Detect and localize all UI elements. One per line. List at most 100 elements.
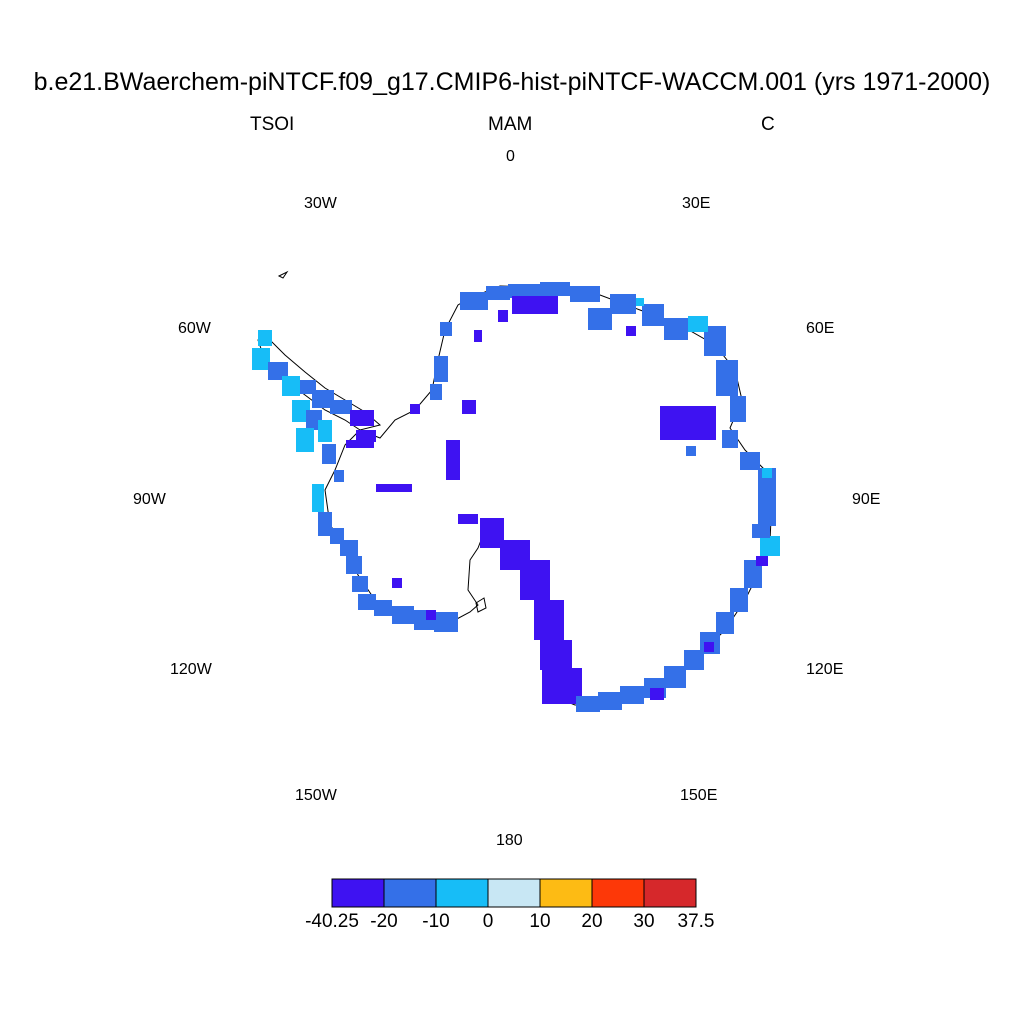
field-cell bbox=[576, 696, 600, 712]
colorbar-tick-label: 20 bbox=[581, 911, 603, 932]
colorbar-swatch bbox=[487, 878, 541, 908]
season-label: MAM bbox=[488, 114, 533, 135]
field-cell bbox=[704, 642, 714, 652]
field-cell bbox=[760, 536, 780, 556]
lon-label-180: 180 bbox=[496, 832, 523, 849]
field-cell bbox=[620, 686, 644, 704]
lon-label-60e: 60E bbox=[806, 320, 835, 337]
lon-label-150w: 150W bbox=[295, 787, 337, 804]
field-cell bbox=[534, 600, 564, 640]
field-cell bbox=[762, 468, 772, 478]
colorbar-tick-label: -40.25 bbox=[305, 911, 359, 932]
field-cell bbox=[730, 588, 748, 612]
field-cell bbox=[626, 326, 636, 336]
field-cell bbox=[356, 430, 376, 442]
field-cell bbox=[664, 666, 686, 688]
lon-label-0: 0 bbox=[506, 148, 515, 165]
colorbar-swatch bbox=[539, 878, 593, 908]
field-cell bbox=[598, 692, 622, 710]
field-cell bbox=[642, 304, 664, 326]
south-orkney-island bbox=[277, 270, 289, 279]
field-cell bbox=[252, 348, 270, 370]
field-cell bbox=[474, 330, 482, 342]
field-cell bbox=[340, 540, 358, 556]
field-cell bbox=[318, 512, 332, 536]
colorbar-tick-label: 0 bbox=[482, 911, 494, 932]
field-cell bbox=[312, 484, 324, 512]
map-title: b.e21.BWaerchem-piNTCF.f09_g17.CMIP6-his… bbox=[33, 68, 991, 96]
lon-label-120w: 120W bbox=[170, 661, 212, 678]
field-cell bbox=[322, 444, 336, 464]
field-cell bbox=[440, 322, 452, 336]
colorbar-swatch bbox=[591, 878, 645, 908]
field-cell bbox=[318, 420, 332, 442]
colorbar-tick-label: 10 bbox=[529, 911, 551, 932]
colorbar-swatch bbox=[435, 878, 489, 908]
field-cell bbox=[374, 600, 392, 616]
field-cell bbox=[684, 650, 704, 670]
colorbar-tick-label: 30 bbox=[633, 911, 655, 932]
colorbar-swatch bbox=[383, 878, 437, 908]
units-label: C bbox=[761, 114, 775, 135]
field-cell bbox=[358, 594, 376, 610]
lon-label-90w: 90W bbox=[133, 491, 166, 508]
field-cell bbox=[392, 606, 414, 624]
field-cell bbox=[542, 668, 582, 704]
field-cell bbox=[540, 282, 570, 296]
colorbar-tick-label: -20 bbox=[370, 911, 398, 932]
field-cell bbox=[686, 446, 696, 456]
field-cell bbox=[410, 404, 420, 414]
field-cell bbox=[434, 612, 458, 632]
field-cell bbox=[350, 410, 374, 426]
field-cell bbox=[352, 576, 368, 592]
field-cell bbox=[664, 318, 688, 340]
field-cell bbox=[660, 406, 716, 440]
field-cell bbox=[268, 362, 288, 380]
field-cell bbox=[744, 560, 762, 588]
field-cell bbox=[446, 440, 460, 480]
field-cell bbox=[740, 452, 760, 470]
field-cell bbox=[650, 688, 664, 700]
field-cell bbox=[570, 286, 600, 302]
variable-label: TSOI bbox=[250, 114, 295, 135]
field-cell bbox=[508, 284, 540, 298]
field-cell bbox=[296, 428, 314, 452]
field-cell bbox=[392, 578, 402, 588]
field-cell bbox=[716, 360, 738, 396]
field-cell bbox=[752, 524, 770, 538]
lon-label-120e: 120E bbox=[806, 661, 844, 678]
field-cell bbox=[426, 610, 436, 620]
field-cell bbox=[610, 294, 636, 314]
lon-label-90e: 90E bbox=[852, 491, 881, 508]
ross-island-coast bbox=[475, 597, 487, 613]
field-cell bbox=[756, 556, 768, 566]
field-cell bbox=[498, 310, 508, 322]
field-cell bbox=[458, 514, 478, 524]
field-cell bbox=[730, 396, 746, 422]
field-cell bbox=[540, 640, 572, 670]
field-cell bbox=[292, 400, 310, 422]
field-cell bbox=[376, 484, 412, 492]
field-cell bbox=[462, 400, 476, 414]
colorbar-swatch bbox=[331, 878, 385, 908]
field-cell bbox=[312, 390, 334, 408]
field-cell bbox=[334, 470, 344, 482]
field-cell bbox=[716, 612, 734, 634]
field-cell bbox=[722, 430, 738, 448]
field-cell bbox=[512, 296, 558, 314]
lon-label-30w: 30W bbox=[304, 195, 337, 212]
field-cell bbox=[704, 326, 726, 356]
field-cell bbox=[758, 468, 776, 526]
colorbar bbox=[331, 878, 697, 908]
colorbar-tick-label: -10 bbox=[422, 911, 450, 932]
lon-label-60w: 60W bbox=[178, 320, 211, 337]
field-cell bbox=[688, 316, 708, 332]
field-cell bbox=[282, 376, 300, 396]
lon-label-30e: 30E bbox=[682, 195, 711, 212]
field-cell bbox=[330, 400, 352, 414]
field-cell bbox=[346, 440, 374, 448]
field-cell bbox=[520, 560, 550, 600]
field-cell bbox=[460, 292, 488, 310]
field-cell bbox=[258, 330, 272, 346]
